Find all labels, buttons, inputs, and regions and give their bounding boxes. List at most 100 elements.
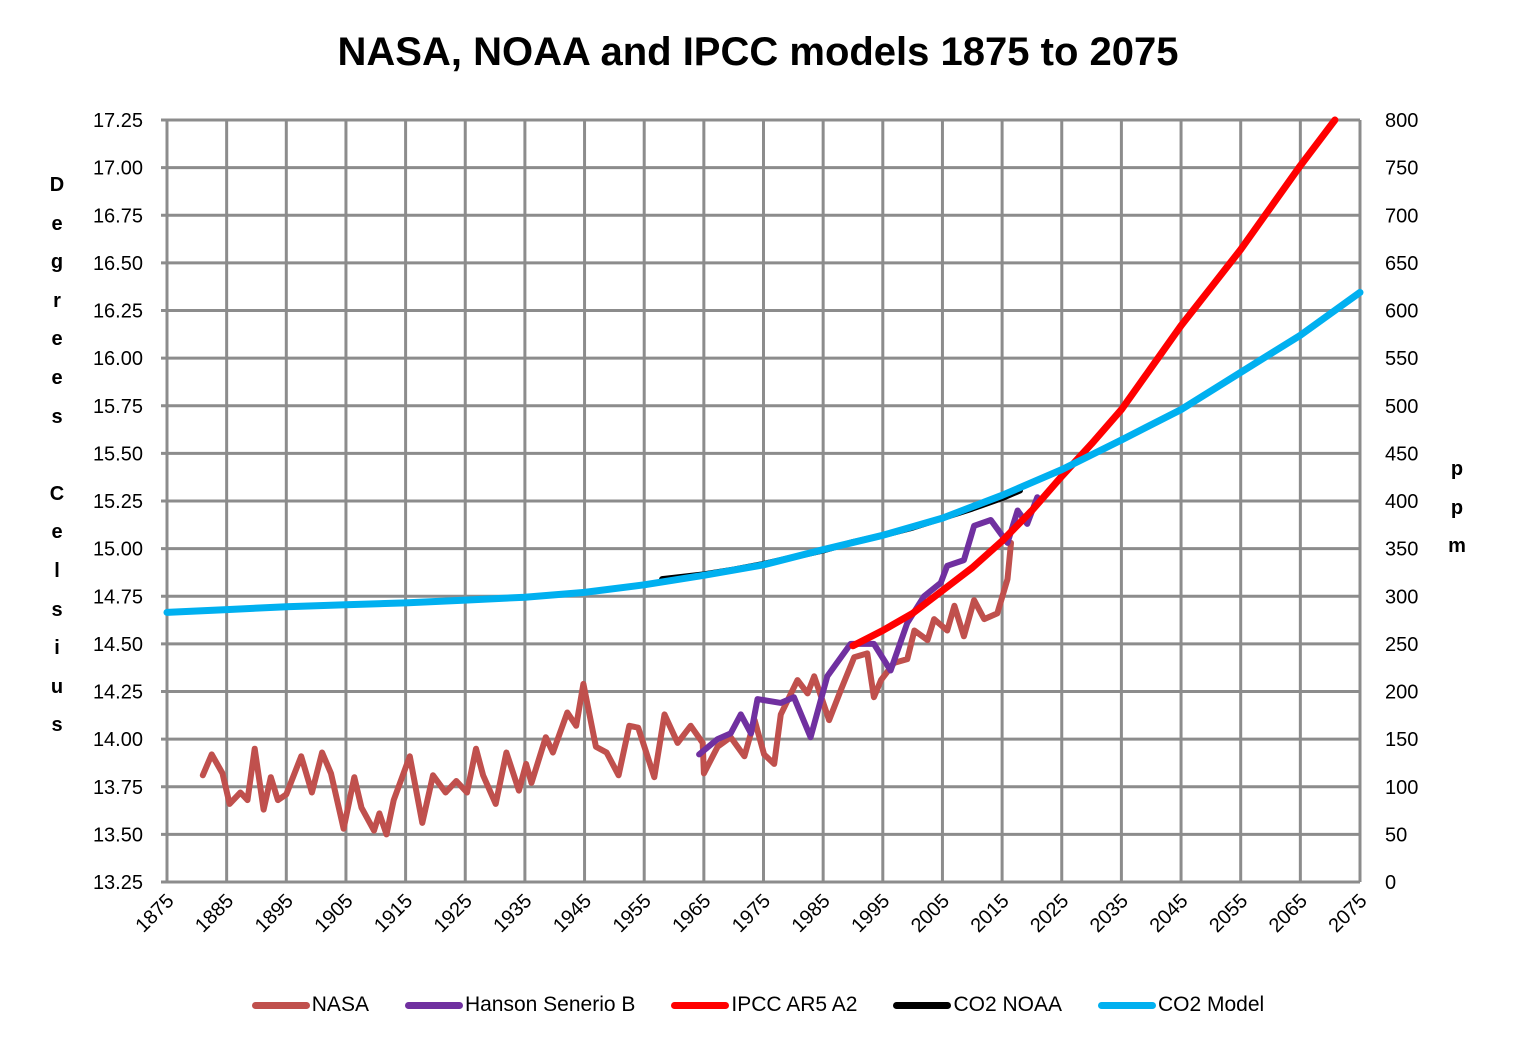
y-tick-label-left: 16.25 bbox=[93, 301, 143, 323]
axis-label-letter: i bbox=[54, 637, 60, 660]
y-tick-label-right: 400 bbox=[1385, 491, 1418, 513]
y-tick-label-right: 100 bbox=[1385, 777, 1418, 799]
legend-item: CO2 Model bbox=[1098, 993, 1264, 1017]
y-tick-label-right: 250 bbox=[1385, 634, 1418, 656]
y-tick-label-left: 14.25 bbox=[93, 682, 143, 704]
y-tick-label-left: 14.75 bbox=[93, 586, 143, 608]
x-tick-label: 1985 bbox=[788, 890, 835, 937]
axis-label-letter: C bbox=[49, 482, 65, 505]
legend-swatch bbox=[893, 1001, 952, 1009]
y-tick-label-left: 16.00 bbox=[93, 348, 143, 370]
y-tick-label-right: 0 bbox=[1385, 872, 1396, 894]
x-tick-label: 1965 bbox=[668, 890, 715, 937]
axis-label-letter: e bbox=[51, 212, 63, 235]
y-tick-label-right: 600 bbox=[1385, 301, 1418, 323]
axis-label-letter: s bbox=[51, 598, 63, 621]
y-tick-label-right: 800 bbox=[1385, 110, 1418, 132]
legend: NASA Hanson Senerio B IPCC AR5 A2 CO2 NOAA C… bbox=[0, 993, 1516, 1017]
axis-label-letter: s bbox=[51, 405, 63, 428]
axis-label-letter: m bbox=[1448, 535, 1466, 558]
series-lines bbox=[163, 116, 1364, 838]
legend-swatch bbox=[404, 1001, 463, 1009]
legend-item: NASA bbox=[251, 993, 369, 1017]
x-tick-label: 2005 bbox=[907, 890, 954, 937]
y-tick-label-left: 16.75 bbox=[93, 205, 143, 227]
gridlines bbox=[161, 118, 1362, 884]
y-tick-label-right: 150 bbox=[1385, 729, 1418, 751]
y-tick-label-left: 16.50 bbox=[93, 253, 143, 275]
x-tick-label: 1975 bbox=[728, 890, 775, 937]
y-tick-label-left: 15.00 bbox=[93, 539, 143, 561]
legend-swatch bbox=[671, 1001, 730, 1009]
chart-title: NASA, NOAA and IPCC models 1875 to 2075 bbox=[337, 30, 1179, 74]
legend-label: IPCC AR5 A2 bbox=[731, 993, 858, 1016]
y-tick-label-left: 15.25 bbox=[93, 491, 143, 513]
y-tick-label-left: 17.25 bbox=[93, 110, 143, 132]
legend-swatch bbox=[1098, 1001, 1156, 1009]
x-tick-label: 2035 bbox=[1086, 890, 1133, 937]
y-tick-label-right: 350 bbox=[1385, 539, 1418, 561]
x-tick-label: 1935 bbox=[489, 890, 536, 937]
series-line-co2-noaa bbox=[659, 487, 1023, 583]
x-tick-label: 1925 bbox=[430, 890, 477, 937]
legend-item: CO2 NOAA bbox=[893, 993, 1062, 1017]
axis-label-letter: e bbox=[51, 366, 63, 389]
y-tick-label-right: 50 bbox=[1385, 824, 1407, 846]
axis-label-letter bbox=[47, 436, 67, 475]
series-line-ipcc-ar5-a2 bbox=[849, 116, 1339, 650]
y-tick-label-left: 14.50 bbox=[93, 634, 143, 656]
y-tick-label-right: 200 bbox=[1385, 682, 1418, 704]
x-tick-label: 2075 bbox=[1325, 890, 1372, 937]
series-line-nasa bbox=[199, 539, 1014, 838]
x-tick-label: 2025 bbox=[1026, 890, 1073, 937]
series-line-hanson-senerio-b bbox=[696, 494, 1041, 758]
axis-label-letter: r bbox=[53, 289, 61, 312]
y-tick-label-right: 450 bbox=[1385, 443, 1418, 465]
axis-label-letter: g bbox=[50, 251, 64, 274]
legend-item: IPCC AR5 A2 bbox=[671, 993, 857, 1017]
x-tick-label: 1955 bbox=[609, 890, 656, 937]
y-tick-label-left: 13.50 bbox=[93, 824, 143, 846]
legend-label: NASA bbox=[311, 993, 369, 1016]
y-tick-label-left: 13.75 bbox=[93, 777, 143, 799]
x-tick-label: 2015 bbox=[967, 890, 1014, 937]
legend-label: Hanson Senerio B bbox=[464, 993, 636, 1016]
y-tick-label-right: 500 bbox=[1385, 396, 1418, 418]
y-tick-label-right: 700 bbox=[1385, 205, 1418, 227]
x-tick-label: 2065 bbox=[1265, 890, 1312, 937]
x-tick-label: 1995 bbox=[847, 890, 894, 937]
y-tick-label-left: 15.50 bbox=[93, 443, 143, 465]
x-tick-label: 1885 bbox=[191, 890, 238, 937]
legend-item: Hanson Senerio B bbox=[404, 993, 636, 1017]
y-tick-label-right: 300 bbox=[1385, 586, 1418, 608]
legend-label: CO2 NOAA bbox=[953, 993, 1062, 1016]
y-tick-label-left: 17.00 bbox=[93, 158, 143, 180]
legend-swatch bbox=[251, 1001, 310, 1009]
x-tick-label: 1945 bbox=[549, 890, 596, 937]
axis-label-letter: e bbox=[51, 328, 63, 351]
x-tick-label: 2045 bbox=[1146, 890, 1193, 937]
legend-label: CO2 Model bbox=[1158, 993, 1265, 1016]
y-tick-label-right: 650 bbox=[1385, 253, 1418, 275]
x-tick-label: 1875 bbox=[132, 890, 179, 937]
y-tick-label-left: 14.00 bbox=[93, 729, 143, 751]
x-tick-label: 1915 bbox=[370, 890, 417, 937]
series-line-co2-model bbox=[163, 288, 1364, 616]
axis-label-letter: u bbox=[50, 675, 64, 698]
axis-label-letter: e bbox=[51, 521, 63, 544]
axis-label-letter: l bbox=[54, 559, 60, 582]
x-tick-label: 1905 bbox=[310, 890, 357, 937]
y-tick-label-right: 550 bbox=[1385, 348, 1418, 370]
axis-label-letter: D bbox=[49, 174, 65, 196]
tick-labels: 1875 1885 1895 1905 1915 1925 1935 1945 1955 1965… bbox=[93, 110, 1418, 937]
x-tick-label: 2055 bbox=[1205, 890, 1252, 937]
y-tick-label-left: 15.75 bbox=[93, 396, 143, 418]
y-tick-label-left: 13.25 bbox=[93, 872, 143, 894]
y-tick-label-right: 750 bbox=[1385, 158, 1418, 180]
axis-label-letter: s bbox=[51, 714, 63, 737]
x-tick-label: 1895 bbox=[251, 890, 298, 937]
axis-label-letter: p bbox=[1450, 458, 1464, 480]
